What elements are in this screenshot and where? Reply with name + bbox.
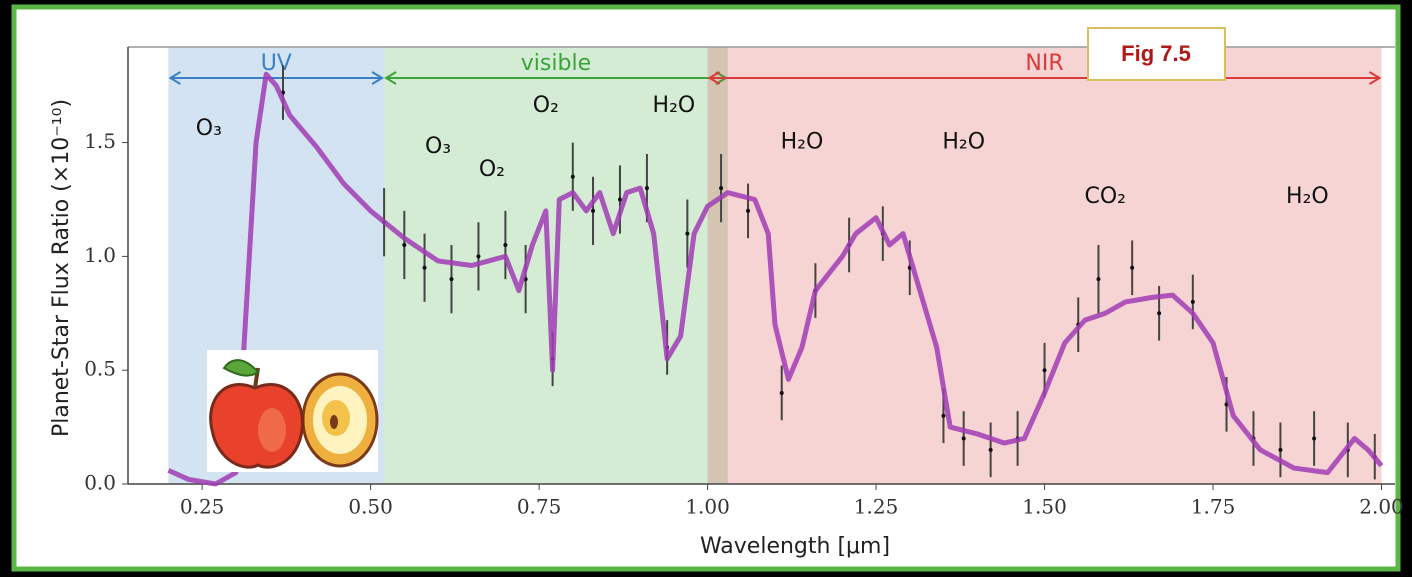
band-label: NIR (1025, 51, 1063, 76)
figure-label-box (1087, 27, 1226, 81)
data-point (988, 447, 993, 452)
x-tick-label: 2.00 (1359, 495, 1404, 519)
feature-label: H₂O (653, 93, 696, 118)
x-tick-label: 1.75 (1191, 495, 1236, 519)
data-point (644, 186, 649, 191)
feature-label: CO₂ (1084, 184, 1126, 209)
data-point (591, 208, 596, 213)
feature-label: O₂ (533, 93, 559, 118)
data-point (1096, 277, 1101, 282)
feature-label: O₃ (425, 134, 451, 159)
y-tick-label: 1.0 (84, 243, 116, 267)
band-label: visible (521, 51, 591, 76)
data-point (422, 265, 427, 270)
feature-label: O₂ (479, 157, 505, 182)
fruit-icon (207, 350, 379, 472)
x-tick-label: 1.50 (1022, 495, 1067, 519)
data-point (719, 186, 724, 191)
data-point (1157, 311, 1162, 316)
band (707, 47, 1382, 484)
x-tick-label: 1.00 (685, 495, 730, 519)
data-point (1130, 265, 1135, 270)
y-axis-label: Planet-Star Flux Ratio (×10⁻¹⁰) (49, 99, 74, 437)
arrow-head (1369, 71, 1382, 85)
x-axis-label: Wavelength [μm] (700, 534, 890, 559)
model-line (167, 71, 1384, 487)
arrow-head (707, 71, 721, 85)
data-point (1312, 436, 1317, 441)
data-point (449, 277, 454, 282)
data-point (685, 231, 690, 236)
data-point (617, 197, 622, 202)
x-tick-label: 1.25 (854, 495, 899, 519)
data-point (503, 243, 508, 248)
feature-label: H₂O (942, 130, 985, 155)
x-tick-label: 0.50 (348, 495, 393, 519)
arrow-head (168, 71, 181, 85)
data-point (476, 254, 481, 259)
frame (11, 4, 1401, 572)
arrow-head (371, 71, 385, 85)
feature-label: O₃ (196, 116, 222, 141)
feature-label: H₂O (1286, 184, 1329, 209)
feature-label: H₂O (781, 130, 824, 155)
arrow-head (384, 71, 397, 85)
y-tick-label: 0.0 (84, 471, 116, 495)
data-point (570, 174, 575, 179)
y-tick-label: 0.5 (84, 357, 116, 381)
data-point (941, 413, 946, 418)
data-point (1278, 447, 1283, 452)
data-point (779, 390, 784, 395)
data-point (961, 436, 966, 441)
data-point (402, 243, 407, 248)
data-point (746, 208, 751, 213)
x-tick-label: 0.25 (180, 495, 225, 519)
x-tick-label: 0.75 (517, 495, 562, 519)
data-point (1190, 299, 1195, 304)
figure-label: Fig 7.5 (1121, 41, 1191, 66)
y-tick-label: 1.5 (84, 129, 116, 153)
data-point (1042, 368, 1047, 373)
